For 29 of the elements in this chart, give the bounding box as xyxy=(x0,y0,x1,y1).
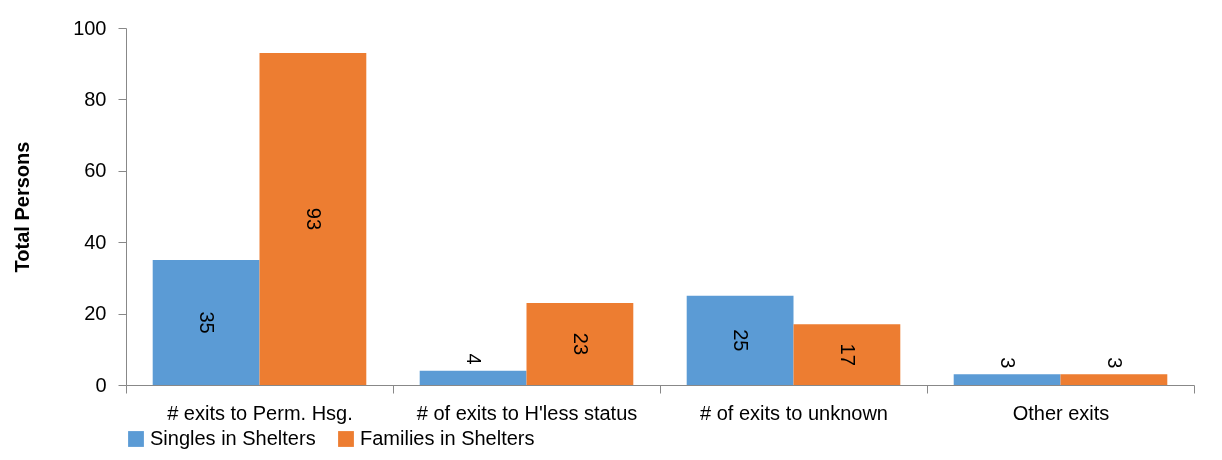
bar xyxy=(419,370,527,385)
bar xyxy=(793,324,901,385)
bar xyxy=(526,302,634,385)
bar xyxy=(152,260,260,385)
x-tick-label: Other exits xyxy=(1012,401,1110,424)
bar xyxy=(259,52,367,385)
bar xyxy=(1060,374,1168,385)
y-tick-label: 20 xyxy=(84,302,107,325)
x-tick-label: # of exits to unknown xyxy=(700,401,888,424)
bar xyxy=(686,295,794,385)
data-label: 25 xyxy=(730,329,753,352)
bar xyxy=(953,374,1061,385)
y-tick-label: 60 xyxy=(84,159,107,182)
y-tick-label: 80 xyxy=(84,87,107,110)
y-tick-label: 0 xyxy=(95,373,107,396)
legend-label: Families in Shelters xyxy=(360,427,535,449)
y-tick-label: 40 xyxy=(84,230,107,253)
data-label: 3 xyxy=(997,357,1020,369)
data-label: 35 xyxy=(196,311,219,334)
data-label: 3 xyxy=(1103,357,1126,369)
data-label: 4 xyxy=(463,353,486,365)
legend-label: Singles in Shelters xyxy=(150,427,316,449)
data-label: 17 xyxy=(836,343,859,366)
x-tick-label: # exits to Perm. Hsg. xyxy=(167,401,353,424)
y-axis-title: Total Persons xyxy=(11,141,34,273)
data-label: 93 xyxy=(302,207,325,231)
data-label: 23 xyxy=(569,332,592,356)
x-tick-label: # of exits to H'less status xyxy=(416,401,638,424)
y-tick-label: 100 xyxy=(73,16,107,39)
